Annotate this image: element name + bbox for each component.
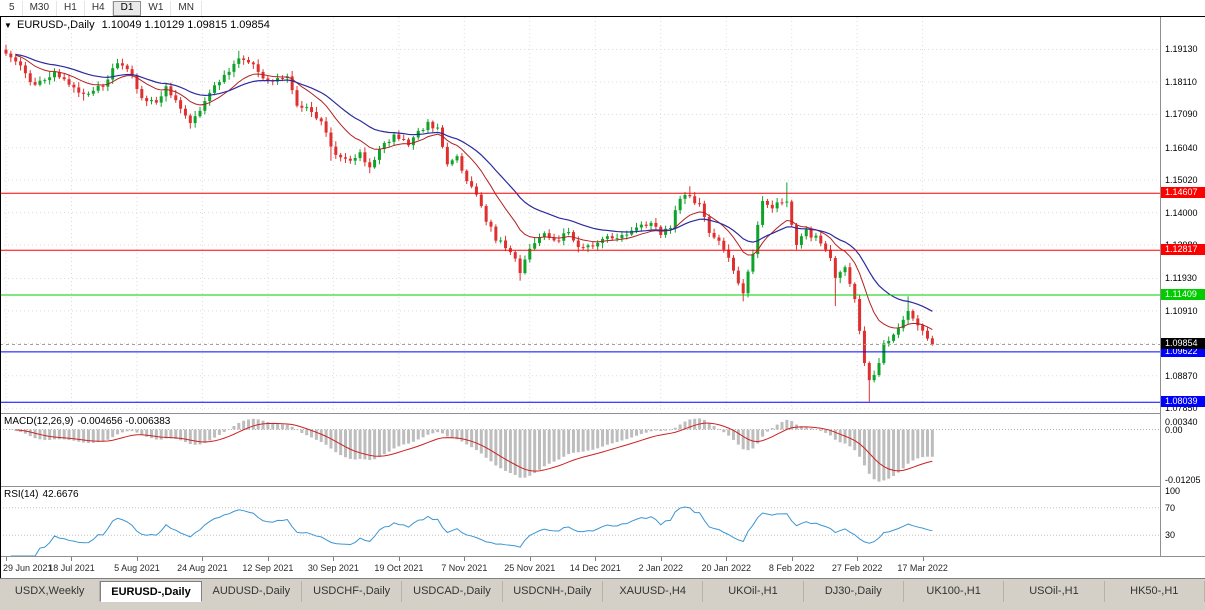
chart-tab[interactable]: UK100-,H1	[904, 581, 1005, 602]
time-axis-tick	[6, 557, 7, 561]
timeframe-button-H4[interactable]: H4	[85, 0, 113, 16]
price-axis-label: 1.15020	[1165, 175, 1198, 186]
time-axis-tick	[398, 557, 400, 561]
chart-tab[interactable]: XAUUSD-,H4	[603, 581, 704, 602]
date-label: 7 Nov 2021	[441, 563, 488, 573]
rsi-title: RSI(14) 42.6676	[4, 489, 83, 500]
rsi-axis-label: 30	[1165, 530, 1176, 541]
time-axis-tick	[922, 557, 924, 561]
macd-axis-label: 0.00340	[1165, 417, 1198, 427]
price-line-badge: 1.14607	[1161, 187, 1205, 199]
chart-tab[interactable]: USDX,Weekly	[0, 581, 101, 602]
date-label: 24 Aug 2021	[177, 563, 228, 573]
chart-tab-bar: USDX,Weekly EURUSD-,Daily AUDUSD-,Daily USD…	[0, 578, 1205, 610]
symbol-dropdown-icon[interactable]: ▼	[4, 21, 12, 30]
rsi-indicator-chart[interactable]	[0, 487, 1160, 556]
chart-tab[interactable]: DJ30-,Daily	[804, 581, 904, 602]
timeframe-button-H1[interactable]: H1	[57, 0, 85, 16]
rsi-label: RSI(14)	[4, 489, 39, 500]
timeframe-toolbar: 5 M30 H1 H4 D1 W1 MN	[0, 0, 1205, 17]
time-axis-tick	[136, 557, 138, 561]
time-axis-tick	[791, 557, 793, 561]
date-label: 18 Jul 2021	[48, 563, 95, 573]
date-label: 25 Nov 2021	[504, 563, 556, 573]
time-axis-tick	[726, 557, 728, 561]
date-label: 8 Feb 2022	[768, 563, 815, 573]
chart-tab[interactable]: USOil-,H1	[1004, 581, 1105, 602]
price-axis-label: 1.17090	[1165, 109, 1198, 120]
chart-left-border	[0, 17, 1, 578]
chart-title: ▼ EURUSD-,Daily 1.10049 1.10129 1.09815 …	[4, 19, 274, 31]
macd-indicator-chart[interactable]	[0, 414, 1160, 486]
price-axis-label: 1.14000	[1165, 207, 1198, 218]
macd-axis-label: 0.00	[1165, 424, 1183, 435]
time-axis-tick	[660, 557, 662, 561]
price-axis-label: 1.19130	[1165, 44, 1198, 55]
candlestick-chart[interactable]	[0, 17, 1160, 413]
price-axis[interactable]: 1.19130 1.18110 1.17090 1.16040 1.15020 1.140…	[1160, 17, 1205, 556]
timeframe-button-W1[interactable]: W1	[141, 0, 172, 16]
price-axis-label: 1.16040	[1165, 142, 1198, 153]
chart-tab[interactable]: AUDUSD-,Daily	[202, 581, 302, 602]
current-price-badge: 1.09854	[1161, 338, 1205, 350]
date-label: 27 Feb 2022	[831, 563, 883, 573]
chart-tab[interactable]: USDCAD-,Daily	[402, 581, 503, 602]
chart-tab[interactable]: UKOil-,H1	[703, 581, 804, 602]
chart-tab[interactable]: HK50-,H1	[1105, 581, 1205, 602]
main-chart-pane: ▼ EURUSD-,Daily 1.10049 1.10129 1.09815 …	[0, 17, 1205, 413]
date-label: 2 Jan 2022	[638, 563, 684, 573]
chart-tab[interactable]: USDCHF-,Daily	[302, 581, 403, 602]
price-line-badge: 1.09622	[1161, 345, 1205, 357]
chart-tab[interactable]: EURUSD-,Daily	[100, 581, 202, 602]
timeframe-button-D1[interactable]: D1	[112, 0, 142, 16]
date-label: 30 Sep 2021	[307, 563, 359, 573]
price-axis-label: 1.08870	[1165, 370, 1198, 381]
time-axis-tick	[333, 557, 335, 561]
price-line-badge: 1.11409	[1161, 289, 1205, 301]
time-axis[interactable]: 29 Jun 2021 18 Jul 2021 5 Aug 2021 24 Aug 2…	[0, 556, 1205, 578]
timeframe-button-M30[interactable]: M30	[23, 0, 58, 16]
price-line-badge: 1.12817	[1161, 244, 1205, 256]
chart-tab[interactable]: USDCNH-,Daily	[503, 581, 603, 602]
time-axis-tick	[529, 557, 531, 561]
time-axis-tick	[464, 557, 466, 561]
rsi-value: 42.6676	[42, 489, 79, 500]
date-label: 20 Jan 2022	[701, 563, 751, 573]
macd-pane: MACD(12,26,9) -0.004656 -0.006383	[0, 413, 1205, 486]
price-axis-label: 1.11930	[1165, 273, 1197, 284]
rsi-axis-label: 100	[1165, 486, 1181, 496]
time-axis-tick	[71, 557, 73, 561]
price-line-badge: 1.08039	[1161, 396, 1205, 408]
time-axis-tick	[857, 557, 859, 561]
macd-values: -0.004656 -0.006383	[77, 416, 171, 427]
price-axis-label: 1.18110	[1165, 76, 1197, 87]
macd-label: MACD(12,26,9)	[4, 416, 74, 427]
timeframe-button-5[interactable]: 5	[2, 0, 23, 16]
rsi-axis-label: 70	[1165, 502, 1176, 513]
time-axis-tick	[202, 557, 204, 561]
date-label: 5 Aug 2021	[114, 563, 160, 573]
price-axis-label: 1.07850	[1165, 403, 1198, 414]
macd-title: MACD(12,26,9) -0.004656 -0.006383	[4, 416, 174, 427]
time-axis-tick	[595, 557, 597, 561]
date-label: 12 Sep 2021	[242, 563, 294, 573]
date-label: 17 Mar 2022	[897, 563, 948, 573]
date-label: 14 Dec 2021	[569, 563, 621, 573]
timeframe-button-MN[interactable]: MN	[171, 0, 202, 16]
date-label: 19 Oct 2021	[374, 563, 424, 573]
ohlc-values: 1.10049 1.10129 1.09815 1.09854	[101, 19, 270, 31]
rsi-pane: RSI(14) 42.6676	[0, 486, 1205, 556]
symbol-label: EURUSD-,Daily	[16, 19, 95, 31]
price-axis-label: 1.10910	[1165, 305, 1198, 316]
macd-axis-label: -0.01205	[1165, 475, 1201, 485]
date-label: 29 Jun 2021	[3, 563, 53, 573]
time-axis-tick	[267, 557, 269, 561]
